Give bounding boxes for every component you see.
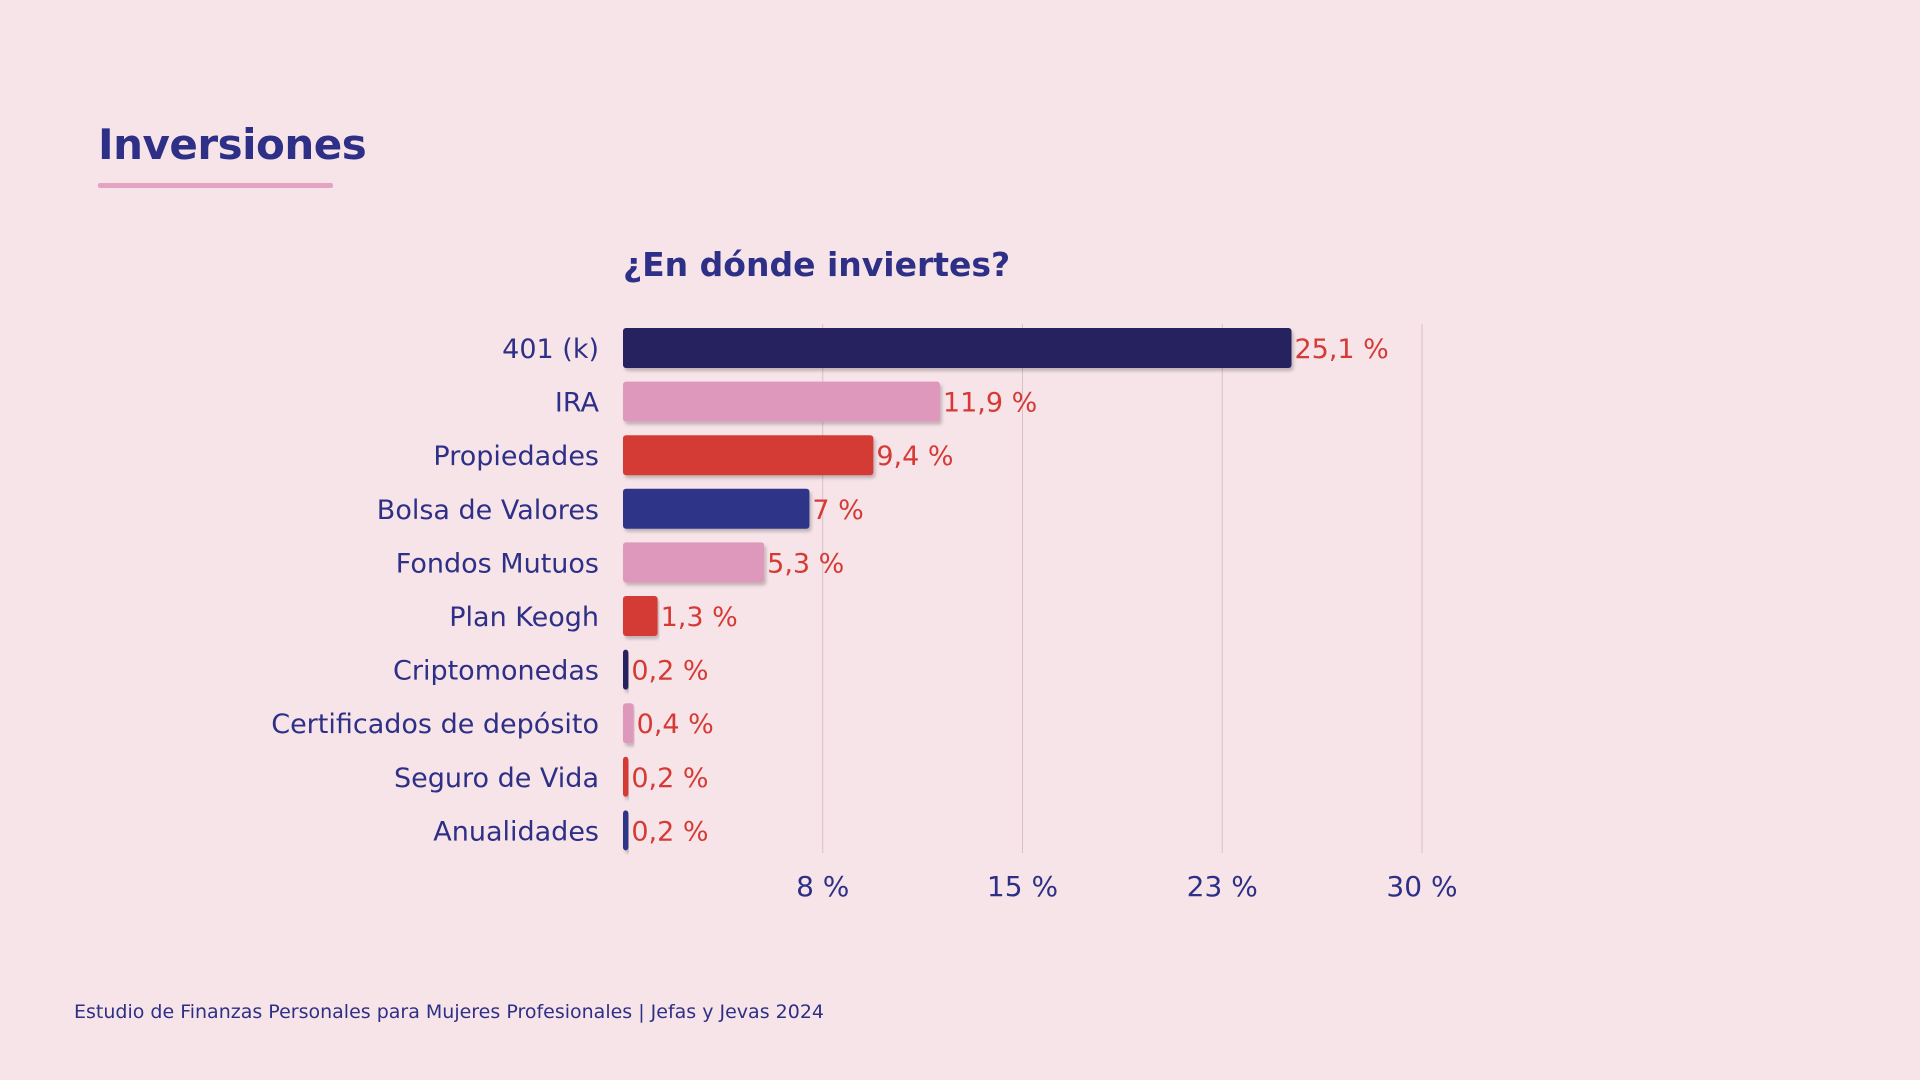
bar (623, 488, 810, 529)
labels-layer: 401 (k) 25,1 % IRA 11,9 % Propiedades 9,4 % Bo… (271, 334, 1389, 847)
value-label: 9,4 % (876, 441, 953, 472)
category-label: Seguro de Vida (394, 763, 599, 794)
value-label: 11,9 % (943, 388, 1037, 419)
footer-note: Estudio de Finanzas Personales para Muje… (74, 1001, 824, 1023)
page-title: Inversiones (98, 120, 367, 169)
category-label: Plan Keogh (449, 602, 599, 633)
bar (623, 328, 1292, 368)
bar (623, 649, 629, 690)
bar (623, 542, 765, 583)
category-label: Certificados de depósito (271, 709, 599, 740)
value-label: 0,2 % (631, 656, 708, 687)
bar (623, 381, 940, 422)
bar (623, 756, 629, 797)
category-label: 401 (k) (502, 334, 599, 365)
x-tick-label: 23 % (1187, 870, 1258, 903)
bar (623, 596, 658, 636)
value-label: 25,1 % (1294, 334, 1388, 365)
title-underline (98, 183, 333, 188)
value-label: 1,3 % (661, 602, 738, 633)
value-label: 0,2 % (631, 763, 708, 794)
ticks-layer: 8 % 15 % 23 % 30 % (796, 870, 1457, 903)
category-label: Propiedades (433, 441, 599, 472)
category-label: Criptomonedas (393, 656, 599, 687)
chart-title: ¿En dónde inviertes? (623, 245, 1010, 284)
bar (623, 703, 634, 744)
category-label: Anualidades (433, 816, 599, 847)
value-label: 0,4 % (637, 709, 714, 740)
value-label: 0,2 % (631, 816, 708, 847)
category-label: IRA (555, 388, 600, 419)
x-tick-label: 15 % (987, 870, 1058, 903)
bars-layer (623, 328, 1292, 851)
value-label: 5,3 % (767, 548, 844, 579)
x-tick-label: 8 % (796, 870, 849, 903)
category-label: Bolsa de Valores (377, 495, 599, 526)
x-tick-label: 30 % (1386, 870, 1457, 903)
value-label: 7 % (812, 495, 863, 526)
category-label: Fondos Mutuos (396, 548, 599, 579)
bar (623, 435, 874, 476)
bar (623, 810, 629, 851)
